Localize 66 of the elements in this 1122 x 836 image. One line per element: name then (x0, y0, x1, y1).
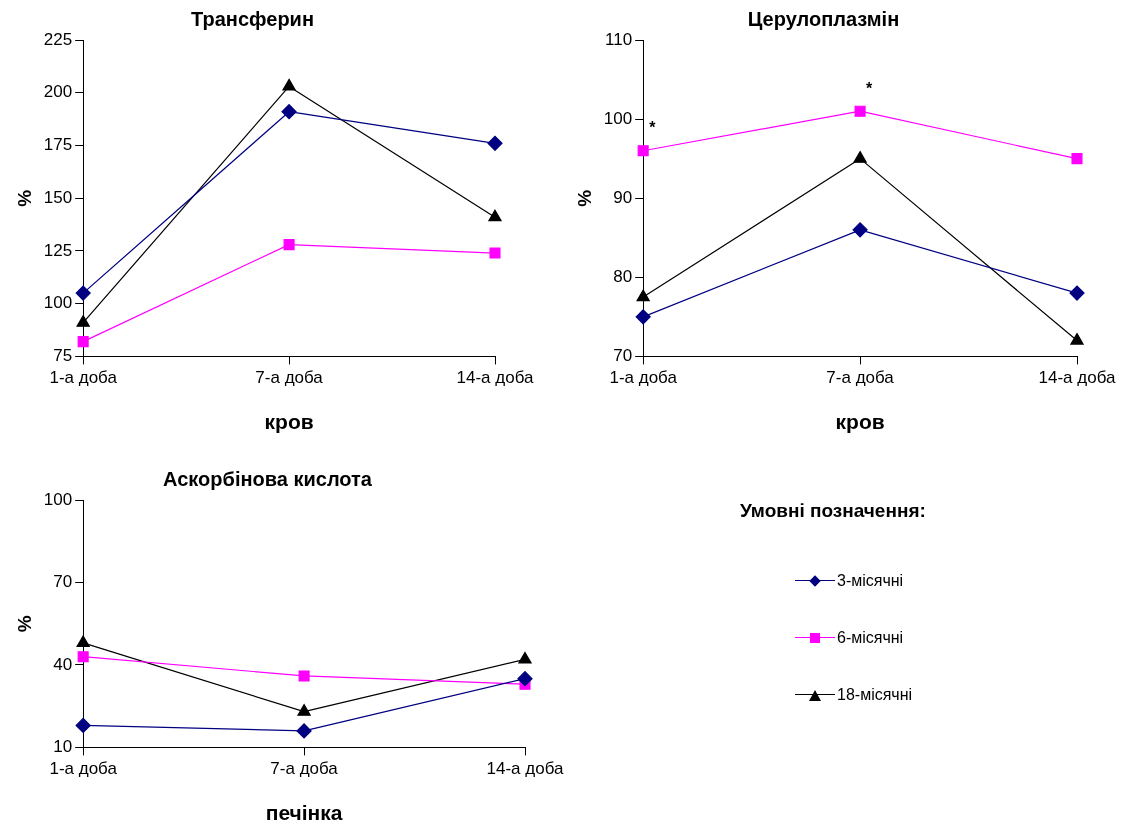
y-tick-label: 10 (53, 737, 73, 757)
x-tick-label: 1-а доба (609, 368, 678, 388)
y-tick-label: 100 (43, 489, 73, 509)
x-tick-label: 14-а доба (1038, 368, 1116, 388)
point (1071, 153, 1083, 165)
y-tick-label: 175 (43, 135, 73, 155)
point (282, 78, 296, 91)
chart-title: Трансферин (191, 7, 314, 30)
annotation: * (866, 79, 874, 97)
x-tick-label: 14-а доба (456, 368, 534, 388)
x-axis-title: печінка (265, 801, 343, 825)
x-tick-label: 14-а доба (486, 759, 564, 779)
y-tick-label: 110 (605, 29, 633, 49)
point (487, 135, 503, 151)
x-tick-label: 1-а доба (49, 759, 118, 779)
y-axis-title: % (13, 189, 35, 207)
chart-title: Церулоплазмін (747, 7, 900, 30)
point (637, 145, 649, 157)
y-axis-title: % (13, 615, 35, 633)
point (76, 315, 90, 327)
y-tick-label: 100 (603, 108, 633, 128)
y-tick-label: 40 (53, 654, 73, 674)
x-tick-label: 7-а доба (270, 759, 339, 779)
x-tick-label: 7-а доба (255, 368, 324, 388)
legend-title: Умовні позначення: (740, 500, 927, 522)
point (77, 651, 89, 663)
x-axis-title: кров (835, 410, 885, 434)
x-tick-label: 1-а доба (49, 368, 118, 388)
y-tick-label: 225 (43, 29, 73, 49)
point (1070, 332, 1084, 345)
point (635, 309, 651, 325)
point (75, 717, 91, 734)
y-tick-label: 200 (43, 82, 73, 102)
point (852, 222, 868, 238)
point (1069, 285, 1085, 301)
point (853, 151, 867, 163)
y-axis-title: % (573, 189, 595, 207)
y-tick-label: 75 (53, 346, 73, 366)
legend-label: 18-місячні (837, 685, 913, 704)
y-tick-label: 90 (613, 187, 633, 207)
point (517, 671, 533, 687)
y-tick-label: 80 (613, 266, 633, 286)
point (296, 723, 312, 739)
point (854, 105, 866, 117)
point (636, 289, 650, 302)
chart-title: Аскорбінова кислота (163, 467, 373, 490)
y-tick-label: 70 (53, 572, 73, 592)
point (518, 651, 532, 664)
legend-label: 6-місячні (837, 628, 904, 647)
point (75, 285, 91, 301)
y-tick-label: 70 (613, 346, 633, 366)
x-tick-label: 7-а доба (826, 368, 895, 388)
annotation: * (649, 119, 657, 137)
x-axis-title: кров (264, 410, 314, 434)
y-tick-label: 125 (43, 240, 73, 260)
point (489, 247, 501, 259)
y-tick-label: 150 (43, 187, 73, 207)
point (281, 104, 297, 120)
y-tick-label: 100 (43, 293, 73, 313)
point (297, 704, 311, 716)
point (77, 336, 89, 348)
point (488, 209, 502, 222)
legend-label: 3-місячні (837, 571, 904, 590)
point (298, 670, 310, 682)
point (76, 635, 90, 648)
point (283, 239, 295, 251)
